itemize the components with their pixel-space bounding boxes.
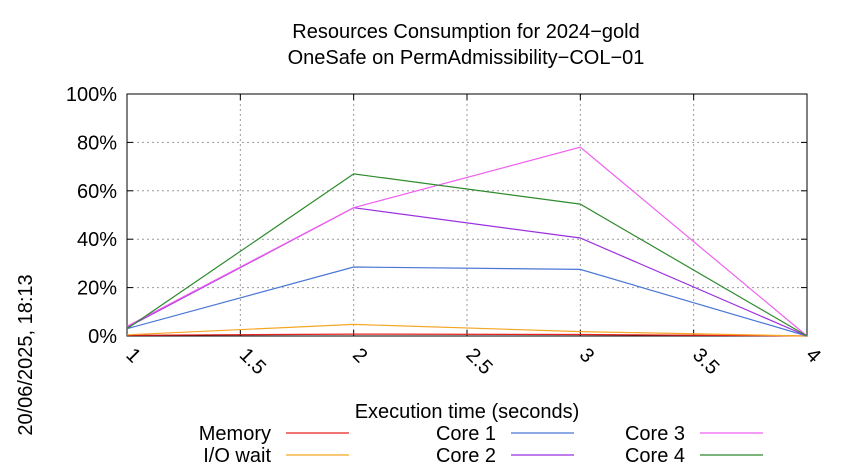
x-tick-label: 4	[801, 344, 824, 367]
y-tick-label: 40%	[77, 229, 117, 251]
legend-label-memory: Memory	[199, 423, 271, 445]
x-tick-label: 3	[575, 344, 598, 367]
legend-label-core-1: Core 1	[436, 423, 496, 445]
grid-lines	[126, 93, 808, 337]
series-line-core-4	[126, 173, 808, 337]
legend-label-core-4: Core 4	[625, 445, 685, 467]
legend-label-core-2: Core 2	[436, 445, 496, 467]
y-axis-ticks: 0% 20% 40% 60% 80% 100%	[66, 84, 807, 348]
x-axis-label: Execution time (seconds)	[355, 401, 580, 423]
x-tick-label: 2.5	[461, 344, 496, 379]
legend-label-core-3: Core 3	[625, 423, 685, 445]
series-lines	[126, 146, 808, 337]
plot-frame	[126, 93, 808, 337]
y-tick-label: 80%	[77, 132, 117, 154]
legend-label-i-o-wait: I/O wait	[203, 445, 271, 467]
x-tick-label: 1.5	[235, 344, 270, 379]
timestamp-label: 20/06/2025, 18:13	[15, 274, 37, 435]
x-tick-label: 3.5	[688, 344, 723, 379]
x-tick-label: 2	[348, 344, 371, 367]
series-line-core-1	[126, 266, 808, 337]
series-line-core-3	[126, 146, 808, 337]
y-tick-label: 100%	[66, 84, 117, 106]
series-line-memory	[126, 333, 808, 337]
y-tick-label: 60%	[77, 181, 117, 203]
series-line-core-2	[126, 207, 808, 337]
chart-title-line1: Resources Consumption for 2024−gold	[292, 21, 639, 43]
y-tick-label: 20%	[77, 278, 117, 300]
y-tick-label: 0%	[88, 326, 117, 348]
chart-title-line2: OneSafe on PermAdmissibility−COL−01	[288, 47, 645, 69]
series-line-i-o-wait	[126, 323, 808, 337]
x-tick-label: 1	[121, 344, 144, 367]
